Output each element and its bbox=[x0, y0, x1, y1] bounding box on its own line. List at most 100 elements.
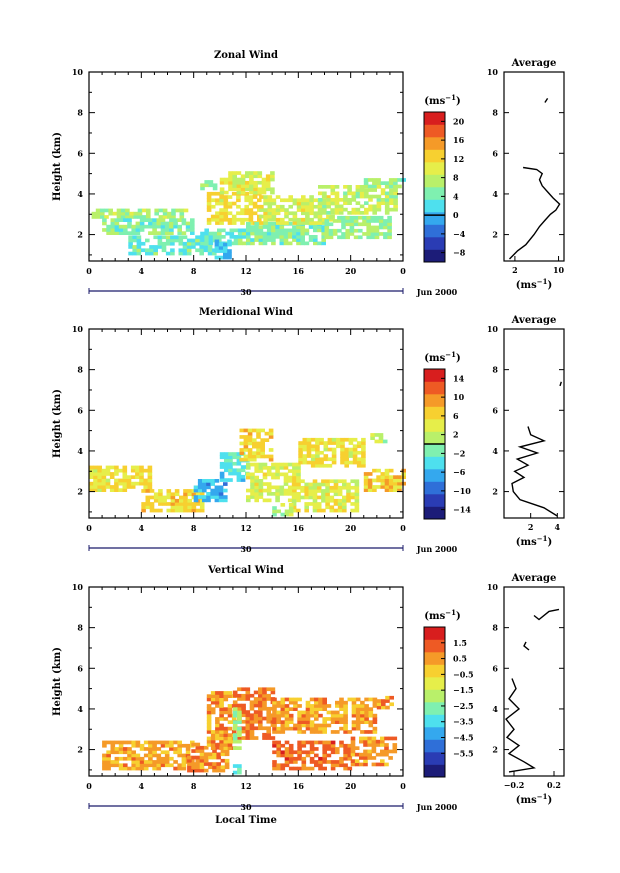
heatmap-cell bbox=[232, 733, 238, 737]
heatmap-cell bbox=[215, 733, 220, 737]
heatmap-cell bbox=[232, 746, 238, 750]
heatmap-cell bbox=[199, 248, 204, 253]
heatmap-cell bbox=[336, 437, 341, 442]
heatmap-cell bbox=[322, 717, 327, 721]
heatmap-cell bbox=[135, 468, 140, 473]
heatmap-cell bbox=[347, 756, 353, 761]
heatmap-cell bbox=[333, 485, 339, 490]
heatmap-cell bbox=[319, 450, 324, 455]
heatmap-cell bbox=[376, 702, 382, 707]
heatmap-cell bbox=[245, 697, 251, 701]
heatmap-cell bbox=[392, 736, 398, 741]
heatmap-cell bbox=[249, 174, 254, 179]
heatmap-cell bbox=[165, 241, 171, 246]
heatmap-cell bbox=[178, 248, 184, 253]
heatmap-cell bbox=[250, 479, 255, 483]
heatmap-cell bbox=[244, 204, 249, 209]
heatmap-cell bbox=[309, 707, 315, 711]
heatmap-cell bbox=[338, 211, 344, 215]
heatmap-cell bbox=[266, 469, 272, 473]
heatmap-cell bbox=[123, 218, 128, 222]
heatmap-cell bbox=[258, 726, 263, 731]
heatmap-cell bbox=[141, 489, 146, 493]
heatmap-cell bbox=[321, 238, 326, 242]
heatmap-cell bbox=[236, 190, 242, 195]
heatmap-cell bbox=[206, 736, 212, 741]
heatmap-cell bbox=[372, 184, 377, 189]
heatmap-cell bbox=[127, 750, 132, 755]
heatmap-cell bbox=[367, 756, 372, 760]
profile-x-tick-label: 2 bbox=[528, 522, 534, 532]
heatmap-cell bbox=[347, 201, 352, 205]
heatmap-cell bbox=[275, 469, 280, 473]
heatmap-cell bbox=[318, 198, 323, 202]
heatmap-cell bbox=[254, 485, 259, 490]
heatmap-cell bbox=[276, 700, 281, 705]
heatmap-cell bbox=[178, 241, 184, 246]
heatmap-cell bbox=[345, 232, 350, 236]
heatmap-cell bbox=[388, 475, 394, 479]
heatmap-cell bbox=[186, 245, 192, 249]
heatmap-cell bbox=[272, 763, 277, 768]
heatmap-cell bbox=[344, 454, 349, 458]
heatmap-cell bbox=[102, 743, 107, 748]
heatmap-cell bbox=[366, 219, 371, 223]
heatmap-cell bbox=[224, 752, 230, 757]
heatmap-cell bbox=[389, 191, 394, 196]
heatmap-cell bbox=[342, 498, 347, 503]
heatmap-cell bbox=[288, 713, 294, 718]
heatmap-cell bbox=[258, 719, 263, 724]
heatmap-cell bbox=[195, 235, 200, 240]
heatmap-cell bbox=[249, 693, 255, 698]
heatmap-cell bbox=[112, 211, 118, 216]
heatmap-cell bbox=[212, 231, 218, 236]
heatmap-cell bbox=[185, 750, 191, 755]
heatmap-cell bbox=[181, 756, 187, 761]
heatmap-cell bbox=[338, 207, 344, 212]
heatmap-cell bbox=[271, 201, 277, 206]
heatmap-cell bbox=[202, 479, 207, 483]
heatmap-cell bbox=[245, 729, 251, 734]
heatmap-cell bbox=[359, 204, 365, 209]
heatmap-cell bbox=[191, 755, 196, 760]
heatmap-cell bbox=[275, 485, 280, 490]
heatmap-cell bbox=[276, 753, 281, 758]
heatmap-cell bbox=[305, 710, 311, 715]
heatmap-cell bbox=[195, 248, 200, 253]
heatmap-cell bbox=[148, 763, 153, 768]
heatmap-cell bbox=[276, 720, 281, 724]
profile-x-tick-label: 0.2 bbox=[547, 780, 561, 790]
heatmap-cell bbox=[310, 463, 316, 468]
heatmap-cell bbox=[256, 451, 261, 455]
heatmap-cell bbox=[253, 713, 259, 718]
heatmap-cell bbox=[292, 479, 297, 483]
heatmap-cell bbox=[132, 238, 137, 243]
heatmap-cell bbox=[253, 716, 259, 721]
heatmap-cell bbox=[312, 485, 318, 490]
heatmap-cell bbox=[232, 187, 237, 192]
heatmap-cell bbox=[152, 221, 157, 226]
heatmap-cell bbox=[101, 472, 107, 476]
colorbar-swatch bbox=[424, 212, 445, 225]
heatmap-cell bbox=[123, 228, 128, 232]
heatmap-cell bbox=[228, 471, 233, 476]
heatmap-cell bbox=[223, 211, 229, 216]
heatmap-cell bbox=[106, 753, 111, 758]
heatmap-cell bbox=[143, 481, 148, 486]
heatmap-cell bbox=[256, 444, 261, 449]
heatmap-cell bbox=[139, 756, 145, 761]
heatmap-cell bbox=[232, 720, 238, 724]
heatmap-cell bbox=[312, 489, 318, 493]
heatmap-cell bbox=[318, 756, 323, 761]
colorbar-unit-base: (ms bbox=[424, 611, 445, 622]
heatmap-cell bbox=[380, 752, 385, 757]
heatmap-cell bbox=[181, 743, 187, 748]
heatmap-cell bbox=[218, 249, 224, 253]
heatmap-cell bbox=[266, 228, 272, 233]
heatmap-cell bbox=[224, 758, 230, 763]
heatmap-cell bbox=[123, 756, 128, 761]
heatmap-cell bbox=[93, 472, 98, 476]
heatmap-cell bbox=[346, 495, 351, 500]
heatmap-cell bbox=[147, 478, 153, 483]
heatmap-cell bbox=[296, 208, 302, 212]
